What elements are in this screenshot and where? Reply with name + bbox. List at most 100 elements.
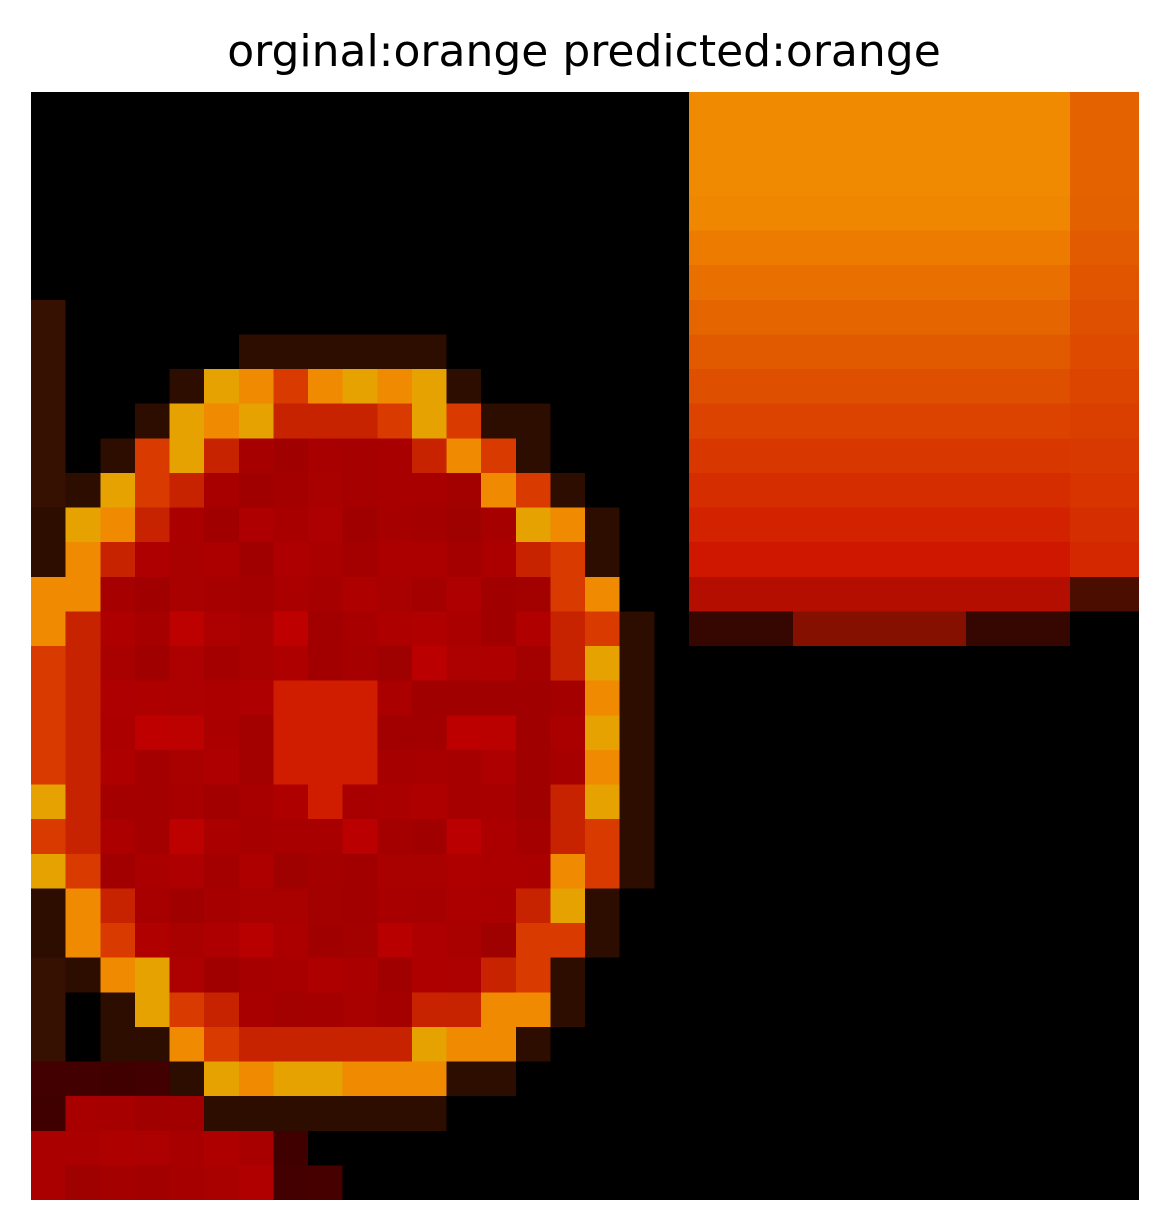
pixel — [31, 749, 66, 785]
pixel — [238, 715, 274, 750]
pixel — [446, 888, 482, 923]
pixel — [585, 507, 620, 543]
pixel — [31, 334, 66, 369]
pixel — [308, 646, 343, 681]
pixel — [1104, 576, 1139, 612]
pixel — [308, 369, 343, 404]
pixel — [758, 334, 793, 369]
pixel — [1000, 542, 1036, 577]
pixel — [931, 195, 966, 231]
pixel — [134, 403, 170, 439]
pixel — [619, 749, 655, 785]
pixel — [169, 646, 205, 681]
pixel — [931, 403, 966, 439]
pixel — [481, 923, 516, 958]
pixel — [377, 369, 412, 404]
pixel — [827, 403, 862, 439]
pixel — [446, 369, 482, 404]
pixel — [134, 888, 170, 923]
pixel — [273, 1130, 308, 1166]
pixel — [862, 403, 897, 439]
pixel — [515, 853, 551, 889]
pixel — [1069, 403, 1105, 439]
pixel — [204, 1165, 239, 1200]
pixel — [619, 715, 655, 750]
pixel — [308, 1061, 343, 1097]
pixel — [1000, 369, 1036, 404]
pixel — [273, 542, 308, 577]
pixel — [446, 680, 482, 716]
pixel — [134, 749, 170, 785]
pixel — [619, 646, 655, 681]
pixel — [169, 888, 205, 923]
pixel — [411, 784, 447, 820]
pixel — [1069, 265, 1105, 300]
pixel — [342, 403, 378, 439]
pixel — [688, 576, 724, 612]
pixel — [204, 1061, 239, 1097]
pixel — [169, 1130, 205, 1166]
pixel — [792, 334, 828, 369]
pixel — [723, 403, 759, 439]
pixel — [896, 576, 932, 612]
pixel — [342, 1096, 378, 1131]
pixel — [688, 403, 724, 439]
pixel — [515, 992, 551, 1027]
pixel — [931, 265, 966, 300]
pixel — [723, 472, 759, 508]
pixel — [758, 576, 793, 612]
pixel — [550, 715, 585, 750]
pixel — [31, 472, 66, 508]
pixel — [1104, 438, 1139, 473]
pixel — [308, 715, 343, 750]
pixel — [965, 611, 1001, 646]
pixel — [238, 680, 274, 716]
pixel — [862, 542, 897, 577]
pixel — [169, 819, 205, 854]
pixel — [792, 369, 828, 404]
pixel — [896, 507, 932, 543]
pixel — [862, 265, 897, 300]
pixel — [273, 646, 308, 681]
pixel — [619, 784, 655, 820]
pixel — [204, 715, 239, 750]
pixel — [1104, 161, 1139, 196]
pixel — [308, 992, 343, 1027]
pixel — [411, 369, 447, 404]
pixel — [65, 749, 101, 785]
pixel — [65, 784, 101, 820]
pixel — [342, 888, 378, 923]
pixel — [411, 611, 447, 646]
pixel — [1000, 438, 1036, 473]
pixel — [723, 542, 759, 577]
pixel — [377, 542, 412, 577]
pixel — [792, 472, 828, 508]
pixel — [204, 853, 239, 889]
pixel — [308, 853, 343, 889]
pixel — [550, 957, 585, 993]
pixel — [862, 576, 897, 612]
pixel — [585, 784, 620, 820]
pixel — [792, 611, 828, 646]
pixel — [1104, 230, 1139, 266]
pixel — [308, 542, 343, 577]
pixel — [550, 923, 585, 958]
pixel — [273, 1026, 308, 1062]
pixel — [100, 542, 135, 577]
pixel — [481, 507, 516, 543]
pixel — [238, 923, 274, 958]
pixel — [411, 576, 447, 612]
pixel — [100, 1061, 135, 1097]
pixel — [342, 611, 378, 646]
pixel — [100, 992, 135, 1027]
pixel — [169, 1165, 205, 1200]
pixel — [585, 715, 620, 750]
pixel — [65, 576, 101, 612]
pixel — [100, 646, 135, 681]
pixel — [238, 749, 274, 785]
pixel — [446, 542, 482, 577]
pixel — [1000, 265, 1036, 300]
pixel — [134, 680, 170, 716]
pixel — [792, 542, 828, 577]
pixel — [411, 542, 447, 577]
